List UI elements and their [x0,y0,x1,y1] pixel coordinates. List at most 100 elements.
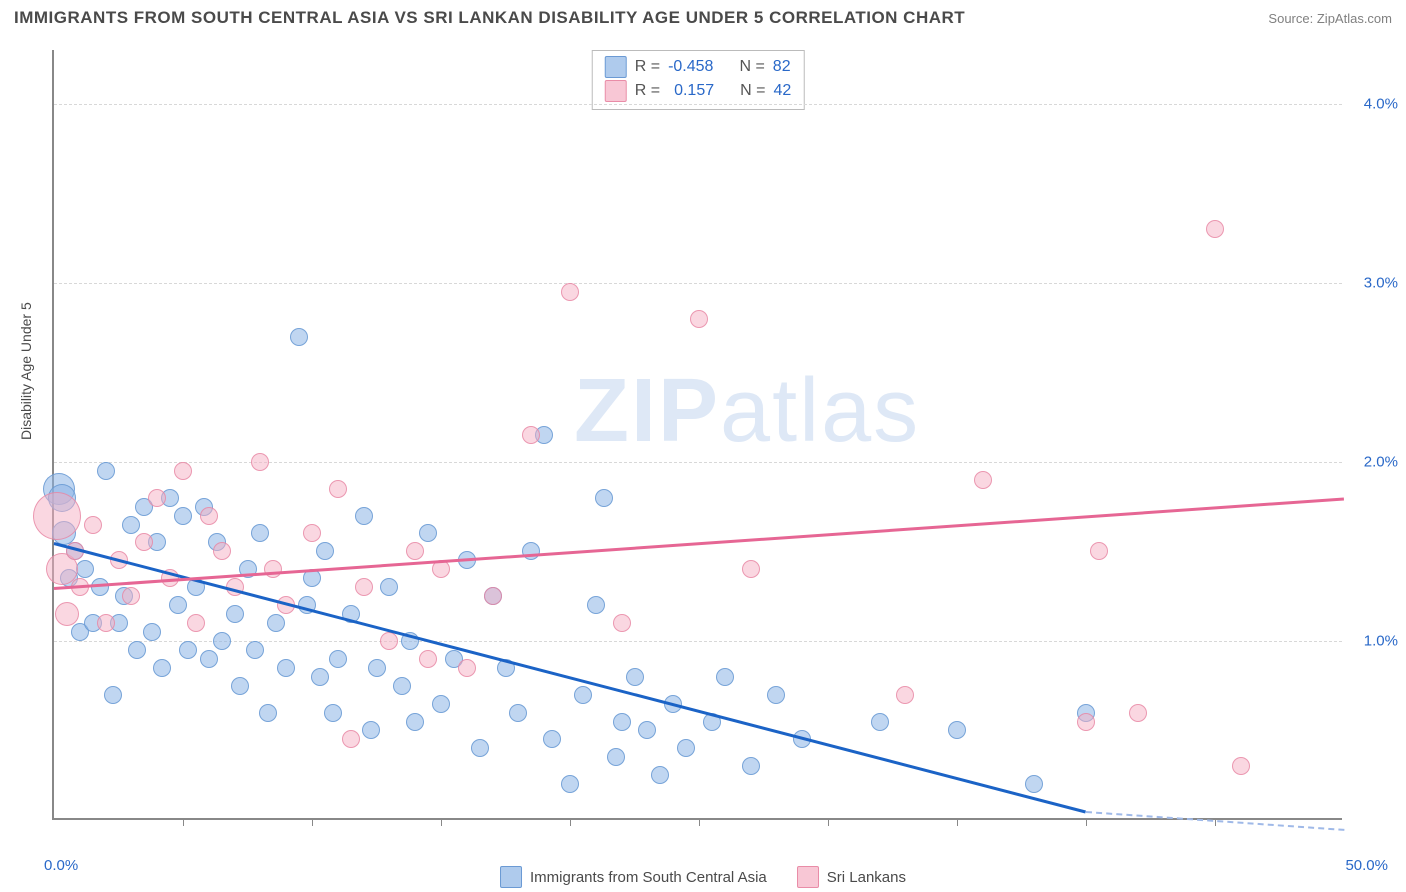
scatter-point [303,524,321,542]
scatter-point [458,659,476,677]
scatter-point [200,650,218,668]
scatter-point [509,704,527,722]
scatter-point [122,587,140,605]
scatter-point [311,668,329,686]
gridline-horizontal [54,104,1342,105]
scatter-point [1077,713,1095,731]
scatter-point [690,310,708,328]
scatter-point [259,704,277,722]
scatter-point [213,632,231,650]
scatter-point [76,560,94,578]
legend-label: Immigrants from South Central Asia [530,869,767,886]
scatter-point [251,524,269,542]
scatter-point [393,677,411,695]
x-tick [183,818,184,826]
x-tick [570,818,571,826]
y-tick-label: 2.0% [1348,453,1398,470]
scatter-point [1206,220,1224,238]
scatter-point [231,677,249,695]
scatter-point [169,596,187,614]
title-bar: IMMIGRANTS FROM SOUTH CENTRAL ASIA VS SR… [0,0,1406,38]
stats-n-label: N = [739,55,764,79]
scatter-point [362,721,380,739]
scatter-point [626,668,644,686]
scatter-point [522,426,540,444]
scatter-point [638,721,656,739]
trend-line-blue-dashed [1086,811,1344,831]
legend-item: Sri Lankans [797,866,906,888]
scatter-point [200,507,218,525]
scatter-point [290,328,308,346]
scatter-point [153,659,171,677]
scatter-point [135,533,153,551]
scatter-point [595,489,613,507]
scatter-point [1025,775,1043,793]
scatter-point [342,730,360,748]
legend-stats-row: R = 0.157 N = 42 [605,79,792,103]
legend-item: Immigrants from South Central Asia [500,866,767,888]
scatter-point [432,695,450,713]
scatter-point [419,650,437,668]
scatter-point [143,623,161,641]
scatter-point [974,471,992,489]
x-tick [312,818,313,826]
scatter-point [355,578,373,596]
scatter-point [84,516,102,534]
scatter-point [187,614,205,632]
y-tick-label: 4.0% [1348,95,1398,112]
scatter-point [1090,542,1108,560]
stats-r-label: R = [635,55,660,79]
scatter-point [406,713,424,731]
scatter-point [471,739,489,757]
y-axis-label: Disability Age Under 5 [18,302,34,440]
scatter-point [246,641,264,659]
scatter-point [543,730,561,748]
y-tick-label: 3.0% [1348,274,1398,291]
scatter-point [587,596,605,614]
trend-line-pink [54,498,1344,590]
scatter-point [742,757,760,775]
x-tick-label-min: 0.0% [44,857,78,874]
scatter-point [574,686,592,704]
swatch-pink-icon [605,80,627,102]
x-tick-label-max: 50.0% [1345,857,1388,874]
scatter-point [324,704,342,722]
scatter-point [1232,757,1250,775]
scatter-point [251,453,269,471]
x-tick [699,818,700,826]
chart-container: Disability Age Under 5 ZIPatlas R = -0.4… [0,40,1406,892]
x-tick [957,818,958,826]
source-name: ZipAtlas.com [1317,11,1392,26]
trend-line-blue [54,542,1087,813]
scatter-point [226,605,244,623]
scatter-point [264,560,282,578]
gridline-horizontal [54,462,1342,463]
gridline-horizontal [54,283,1342,284]
scatter-point [742,560,760,578]
x-tick [828,818,829,826]
scatter-point [613,713,631,731]
scatter-point [97,614,115,632]
scatter-point [316,542,334,560]
scatter-point [122,516,140,534]
scatter-point [213,542,231,560]
scatter-point [55,602,79,626]
source-label: Source: [1268,11,1313,26]
source-attribution: Source: ZipAtlas.com [1268,11,1392,26]
scatter-point [277,659,295,677]
scatter-point [561,283,579,301]
x-tick [1086,818,1087,826]
gridline-horizontal [54,641,1342,642]
chart-title: IMMIGRANTS FROM SOUTH CENTRAL ASIA VS SR… [14,8,965,28]
scatter-point [419,524,437,542]
watermark: ZIPatlas [574,360,920,463]
plot-area: ZIPatlas R = -0.458 N = 82 R = 0.157 N =… [52,50,1342,820]
scatter-point [651,766,669,784]
scatter-point [179,641,197,659]
y-tick-label: 1.0% [1348,632,1398,649]
scatter-point [174,507,192,525]
scatter-point [148,489,166,507]
scatter-point [329,650,347,668]
swatch-pink-icon [797,866,819,888]
scatter-point [561,775,579,793]
